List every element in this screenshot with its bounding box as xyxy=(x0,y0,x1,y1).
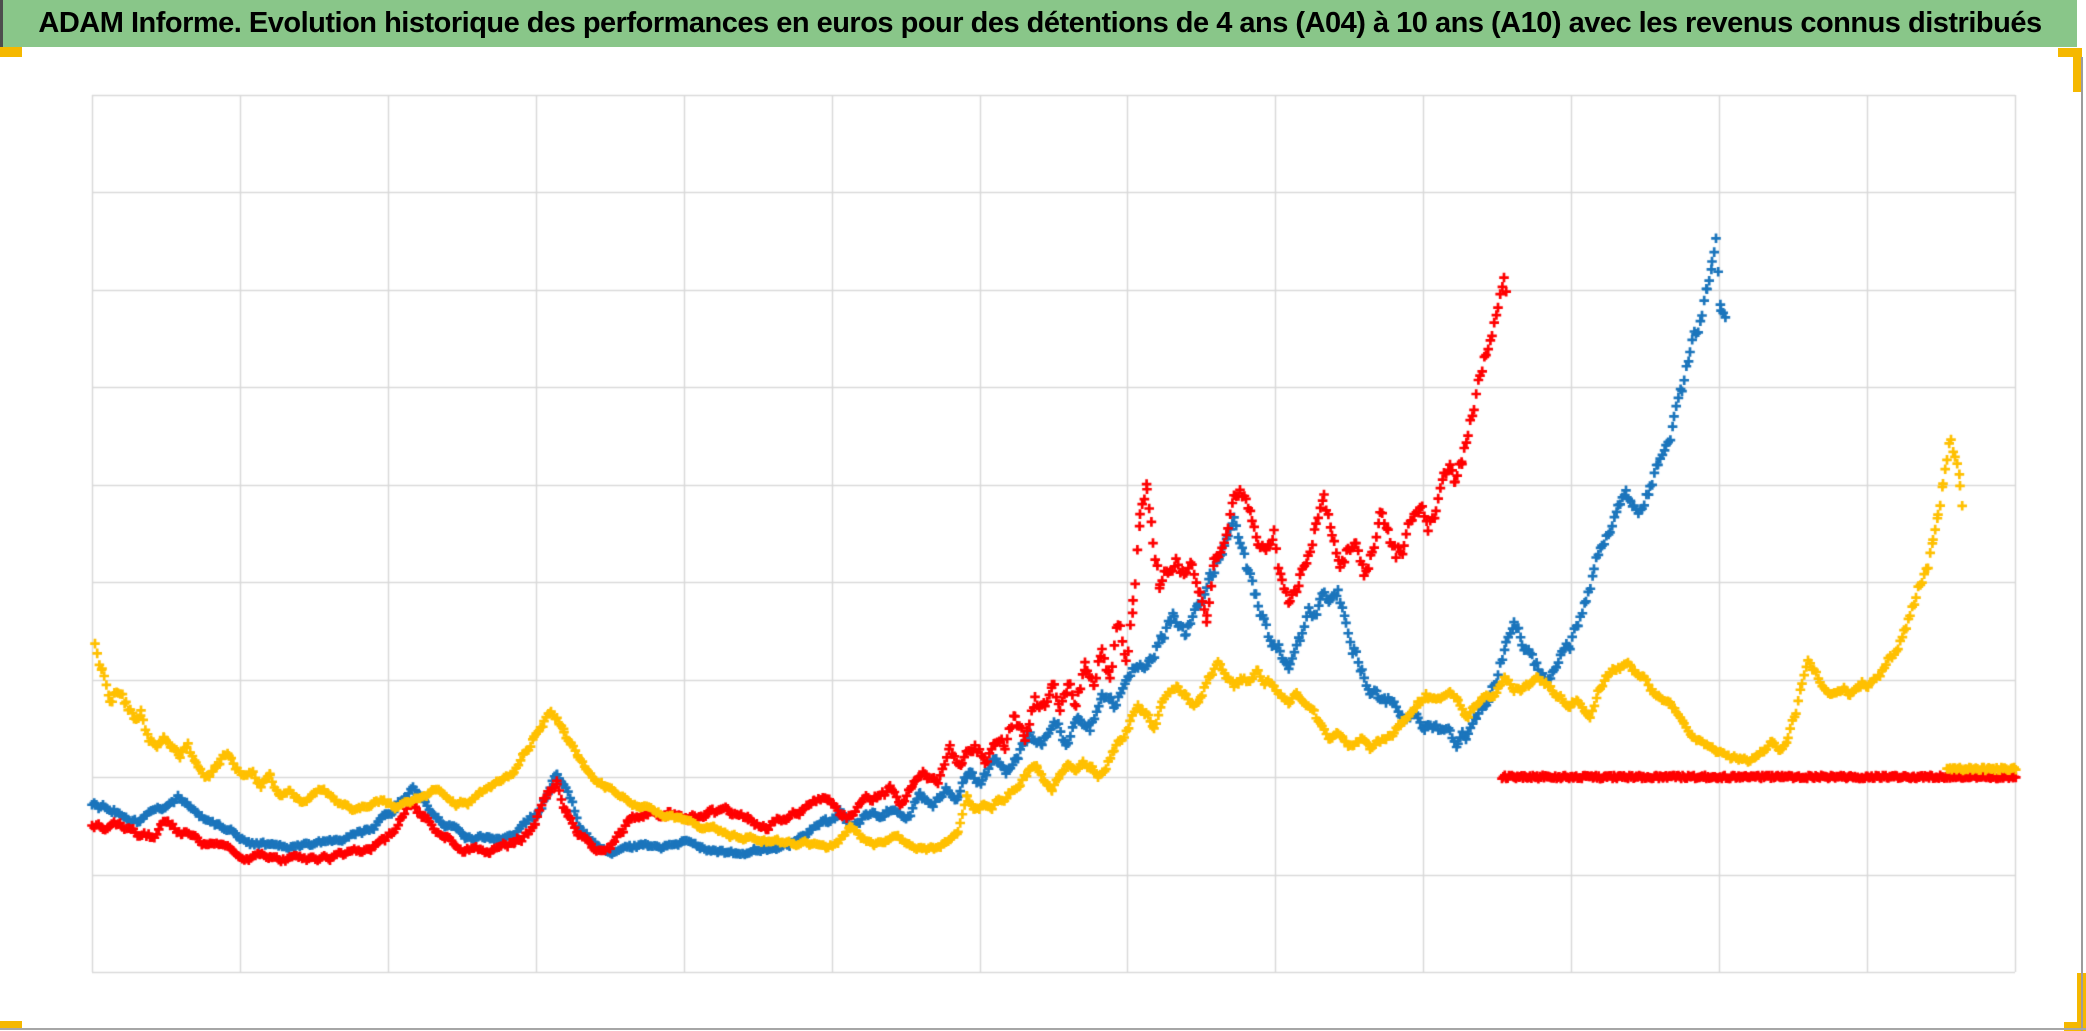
page-right-edge-line xyxy=(2081,57,2083,1031)
accent-bottom-right-horizontal xyxy=(2064,1022,2086,1031)
page-title: ADAM Informe. Evolution historique des p… xyxy=(38,7,2042,39)
header-left-edge xyxy=(0,0,3,47)
header-bar: ADAM Informe. Evolution historique des p… xyxy=(3,0,2077,47)
page-bottom-edge-line xyxy=(0,1028,2086,1030)
accent-top-right-horizontal xyxy=(2058,48,2082,57)
accent-top-right-vertical xyxy=(2073,48,2082,92)
accent-top-left xyxy=(0,47,22,57)
accent-bottom-left xyxy=(0,1021,22,1030)
